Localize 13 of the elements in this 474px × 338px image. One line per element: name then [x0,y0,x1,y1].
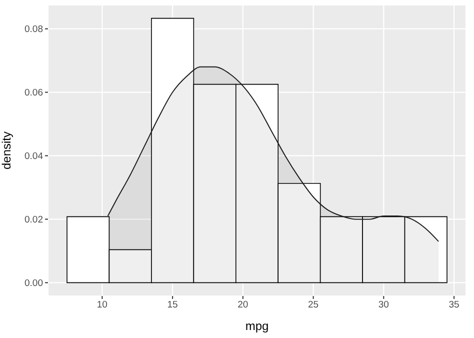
y-tick-label: 0.08 [24,24,43,36]
x-tick-label: 20 [238,300,248,311]
y-tick-label: 0.04 [24,151,43,162]
x-tick-label: 30 [378,300,389,311]
x-tick-label: 25 [308,300,319,311]
x-tick-label: 15 [167,300,178,311]
x-tick-label: 10 [96,300,108,311]
y-tick-label: 0.06 [24,88,43,99]
x-axis-title: mpg [245,319,269,333]
y-axis-title: density [0,131,14,170]
x-tick-label: 35 [448,300,460,311]
y-tick-label: 0.00 [24,278,43,290]
y-tick-label: 0.02 [24,214,43,226]
